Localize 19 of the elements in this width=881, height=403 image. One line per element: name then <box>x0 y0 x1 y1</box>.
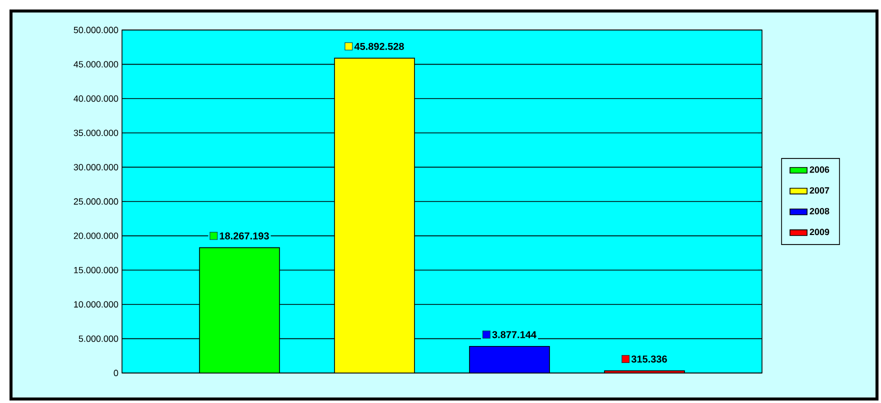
y-tick-label: 5.000.000 <box>78 335 118 342</box>
data-label: 18.267.193 <box>220 232 269 240</box>
y-tick-label: 0 <box>114 370 118 376</box>
y-tick-label: 40.000.000 <box>74 95 118 102</box>
legend-label: 2007 <box>810 187 830 194</box>
y-tick-label: 45.000.000 <box>74 61 118 68</box>
y-tick-label: 10.000.000 <box>74 301 118 308</box>
legend-label: 2008 <box>810 208 830 214</box>
y-tick-label: 15.000.000 <box>74 266 118 274</box>
data-label: 315.336 <box>631 356 667 363</box>
y-tick-label: 30.000.000 <box>74 164 118 170</box>
data-label: 3.877.144 <box>492 331 536 338</box>
data-label: 45.892.528 <box>354 42 404 50</box>
y-tick-label: 35.000.000 <box>74 130 118 136</box>
y-tick-label: 25.000.000 <box>74 198 118 205</box>
y-tick-label: 20.000.000 <box>74 232 118 239</box>
y-tick-label: 50.000.000 <box>74 26 118 34</box>
legend-label: 2006 <box>810 166 830 173</box>
legend-label: 2009 <box>810 228 830 236</box>
